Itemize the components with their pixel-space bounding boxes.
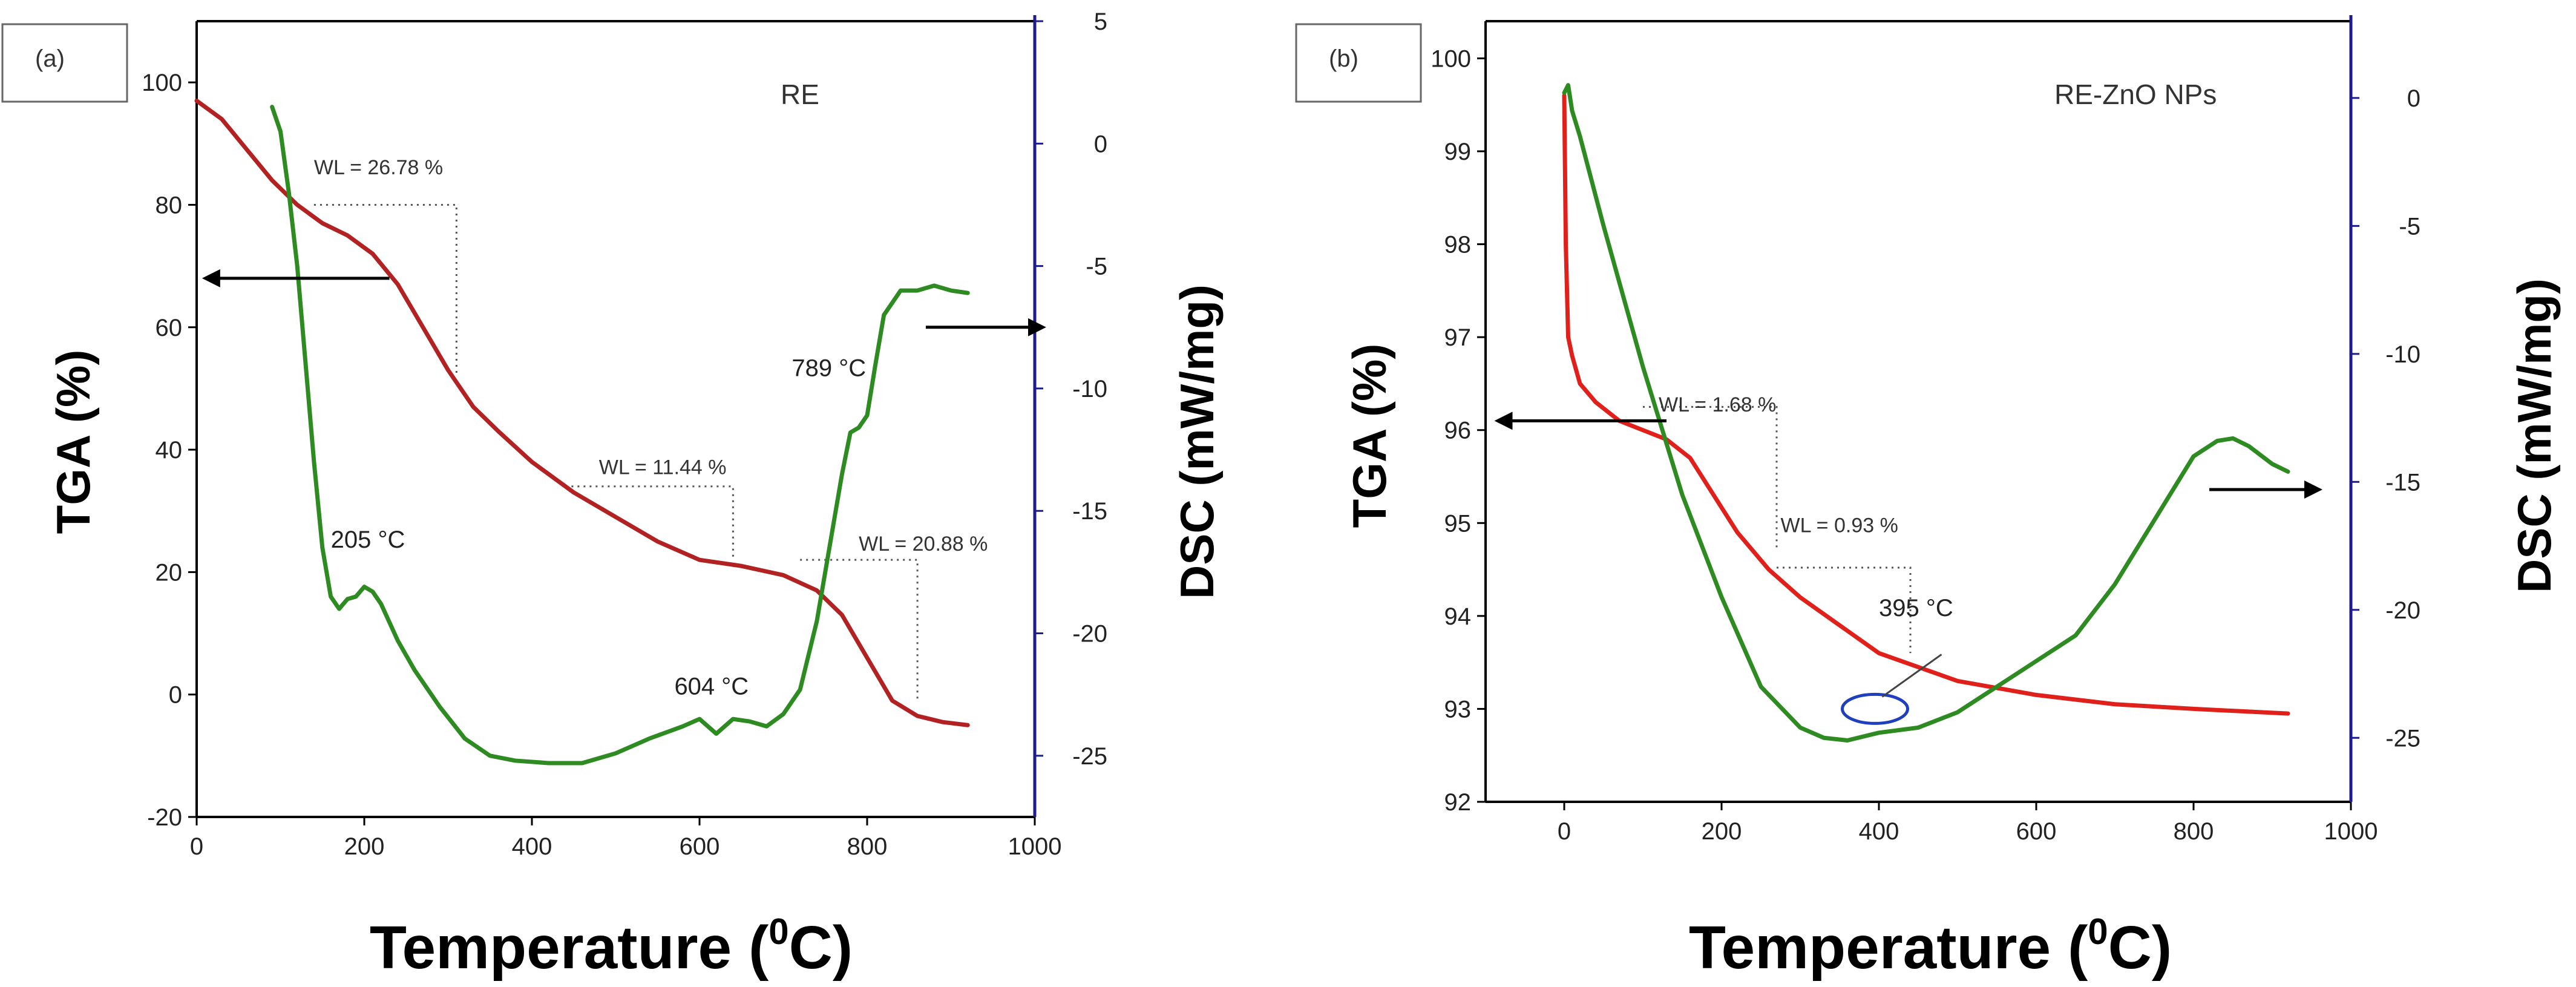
y-left-tick-label: 97 <box>1444 324 1472 351</box>
panel-b-y-right-title: DSC (mW/mg) <box>2508 278 2561 593</box>
panel-b-sample-label: RE-ZnO NPs <box>2054 79 2217 110</box>
x-tick-label: 200 <box>1702 818 1742 845</box>
weight-loss-guide <box>1643 405 1778 551</box>
panel-a: (a) RE WL = 26.78 % WL = 11.44 % WL = 20.8… <box>1 8 1224 982</box>
y-right-tick-label: -5 <box>1086 254 1107 280</box>
weight-loss-guide <box>800 559 919 701</box>
panel-a-x-title: Temperature (0C) <box>370 911 853 982</box>
y-left-tick-label: 60 <box>156 315 183 341</box>
y-right-tick-label: -15 <box>2385 469 2420 496</box>
y-left-tick-label: 95 <box>1444 510 1472 537</box>
series-line-dsc <box>270 105 970 766</box>
panel-a-y-left-title: TGA (%) <box>47 350 100 534</box>
panel-b-x-ticks: 0 200 400 600 800 1000 <box>1558 802 2378 845</box>
y-right-tick-label: -20 <box>1072 621 1107 648</box>
peak-temperature-label: 205 °C <box>331 526 405 553</box>
x-tick-label: 1000 <box>1008 833 1062 860</box>
panel-b-y-left-title: TGA (%) <box>1343 344 1396 528</box>
y-left-tick-label: -20 <box>147 804 182 831</box>
panel-a-x-title-sup: 0 <box>769 911 788 952</box>
y-left-tick-label: 98 <box>1444 232 1472 258</box>
y-left-tick-label: 40 <box>156 437 183 464</box>
panel-a-plot: WL = 26.78 % WL = 11.44 % WL = 20.88 % 205 … <box>194 15 1046 818</box>
x-tick-label: 400 <box>512 833 552 860</box>
panel-b-label-box <box>1295 23 1422 103</box>
x-tick-label: 200 <box>344 833 385 860</box>
weight-loss-label: WL = 20.88 % <box>859 533 988 556</box>
panel-b-right-ticks: -25 -20 -15 -10 -5 0 <box>2351 85 2420 752</box>
x-tick-label: 0 <box>1558 818 1571 845</box>
y-left-tick-label: 92 <box>1444 789 1472 816</box>
panel-a-sample-label: RE <box>781 79 819 110</box>
weight-loss-label: WL = 1.68 % <box>1659 393 1776 416</box>
y-left-tick-label: 99 <box>1444 139 1472 165</box>
panel-a-label-box <box>1 23 128 103</box>
panel-a-label: (a) <box>35 45 65 72</box>
x-tick-label: 1000 <box>2324 818 2378 845</box>
y-right-tick-label: -25 <box>1072 743 1107 770</box>
y-right-tick-label: -10 <box>1072 376 1107 402</box>
series-line-tga <box>194 99 970 727</box>
y-right-tick-label: 5 <box>1094 8 1107 35</box>
panel-a-x-title-prefix: ( <box>749 914 769 982</box>
panel-a-left-ticks: -20 0 20 40 60 80 100 <box>142 70 197 831</box>
panel-a-x-title-main: Temperature <box>370 914 732 982</box>
y-right-tick-label: -20 <box>2385 597 2420 624</box>
y-left-tick-label: 100 <box>142 70 182 96</box>
panel-b-x-title-unit: C) <box>2108 914 2172 982</box>
series-line-dsc <box>1562 83 2290 743</box>
y-left-tick-label: 0 <box>169 682 182 709</box>
weight-loss-guide <box>565 485 734 560</box>
y-right-tick-label: -15 <box>1072 498 1107 525</box>
y-left-tick-label: 96 <box>1444 418 1472 444</box>
peak-temperature-label: 789 °C <box>791 355 866 382</box>
panel-a-right-ticks: -25 -20 -15 -10 -5 0 5 <box>1035 8 1107 770</box>
y-right-tick-label: -10 <box>2385 341 2420 368</box>
panel-b-label: (b) <box>1329 45 1358 72</box>
x-tick-label: 600 <box>680 833 720 860</box>
weight-loss-label: WL = 0.93 % <box>1781 514 1898 537</box>
panel-a-y-right-title: DSC (mW/mg) <box>1170 284 1224 599</box>
y-right-tick-label: 0 <box>2407 85 2420 112</box>
x-tick-label: 800 <box>847 833 888 860</box>
panel-b-x-title: Temperature (0C) <box>1689 911 2172 982</box>
panel-b: (b) RE-ZnO NPs WL = 1.68 % WL = 0.93 % 395… <box>1295 15 2561 982</box>
x-tick-label: 800 <box>2174 818 2214 845</box>
peak-temperature-label: 395 °C <box>1879 595 1953 621</box>
peak-ellipse-marker <box>1841 692 1909 725</box>
y-left-tick-label: 100 <box>1431 45 1471 72</box>
panel-a-x-title-unit: C) <box>789 914 853 982</box>
y-right-tick-label: 0 <box>1094 131 1107 157</box>
y-left-tick-label: 94 <box>1444 603 1472 630</box>
x-tick-label: 0 <box>190 833 203 860</box>
weight-loss-guide <box>1777 566 1912 654</box>
weight-loss-label: WL = 26.78 % <box>314 156 443 179</box>
x-tick-label: 400 <box>1859 818 1899 845</box>
panel-b-plot: WL = 1.68 % WL = 0.93 % 395 °C <box>1484 15 2353 803</box>
peak-temperature-label: 604 °C <box>674 674 749 700</box>
y-right-tick-label: -5 <box>2399 213 2420 240</box>
weight-loss-label: WL = 11.44 % <box>599 456 727 479</box>
y-left-tick-label: 80 <box>156 192 183 218</box>
panel-b-left-ticks: 92 93 94 95 96 97 98 99 100 <box>1431 45 1486 816</box>
panel-a-x-ticks: 0 200 400 600 800 1000 <box>190 817 1062 860</box>
y-right-tick-label: -25 <box>2385 725 2420 752</box>
peak-pointer-line <box>1881 654 1942 698</box>
y-left-tick-label: 20 <box>156 559 183 586</box>
panel-b-x-title-sup: 0 <box>2088 911 2108 952</box>
y-left-tick-label: 93 <box>1444 696 1472 723</box>
x-tick-label: 600 <box>2016 818 2057 845</box>
panel-b-x-title-main: Temperature <box>1689 914 2051 982</box>
panel-b-x-title-prefix: ( <box>2068 914 2088 982</box>
